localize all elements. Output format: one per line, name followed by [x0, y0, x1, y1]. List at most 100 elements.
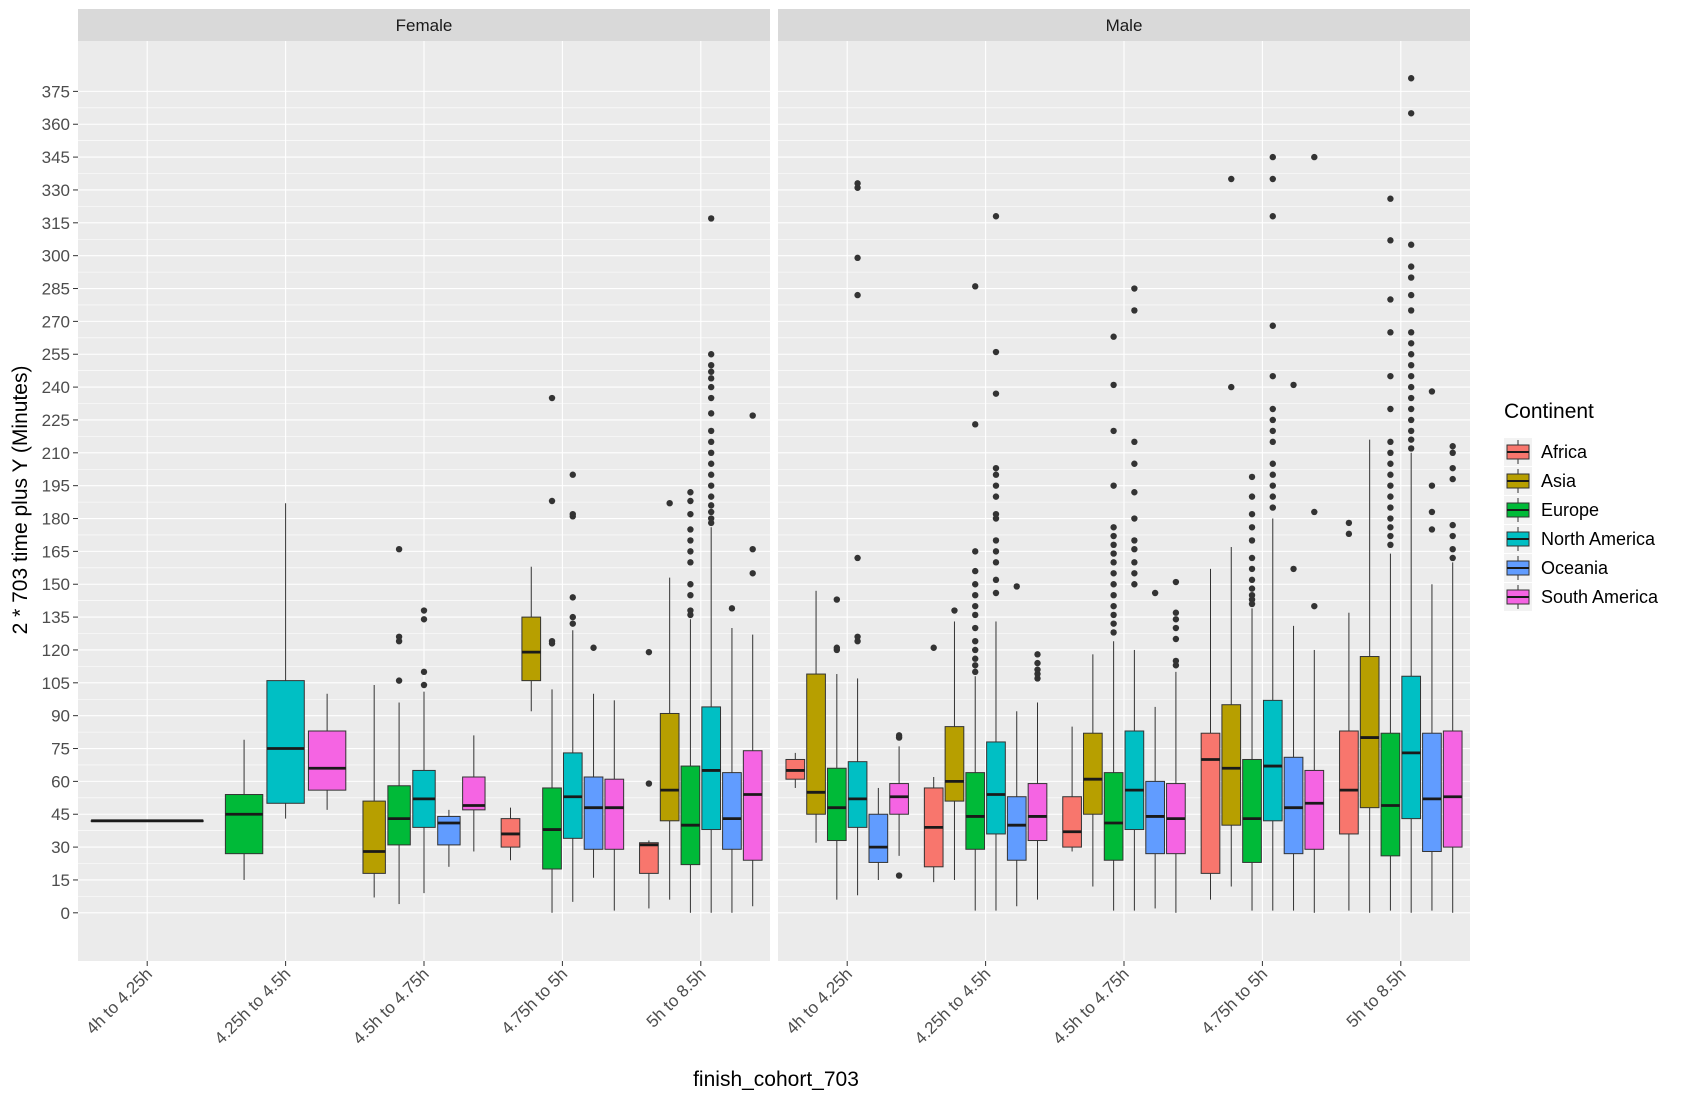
outlier-point: [992, 576, 1000, 584]
outlier-point: [1110, 524, 1117, 531]
outlier-point: [1172, 635, 1180, 643]
outlier-point: [707, 383, 715, 391]
boxplot-oceania: [722, 605, 742, 913]
legend-item-north-america: North America: [1504, 525, 1656, 553]
box: [701, 706, 722, 831]
outlier-point: [707, 394, 715, 402]
outlier-point: [569, 594, 576, 601]
box: [986, 741, 1006, 835]
outlier-point: [972, 611, 979, 619]
boxplot-asia: [521, 566, 542, 712]
outlier-point: [1407, 241, 1415, 248]
outlier-point: [1449, 475, 1456, 483]
outlier-point: [1387, 237, 1394, 244]
boxplot-south-america: [307, 693, 347, 810]
panel-female-boxes: [90, 215, 763, 913]
boxplot-north-america: [701, 215, 722, 913]
boxplot-oceania: [1006, 583, 1027, 907]
strip-male-label: Male: [1106, 16, 1143, 35]
outlier-point: [1387, 504, 1394, 511]
outlier-point: [972, 624, 979, 632]
outlier-point: [707, 215, 715, 222]
box: [965, 772, 986, 850]
y-tick-label: 345: [42, 148, 70, 167]
outlier-point: [707, 410, 715, 417]
outlier-point: [1269, 175, 1276, 183]
outlier-point: [1407, 394, 1415, 402]
outlier-point: [707, 482, 715, 489]
y-tick-label: 285: [42, 280, 70, 299]
outlier-point: [1269, 416, 1276, 424]
outlier-point: [1269, 427, 1276, 435]
outlier-point: [895, 732, 903, 739]
box: [1304, 769, 1325, 850]
outlier-point: [1387, 493, 1394, 500]
outlier-point: [749, 570, 756, 577]
outlier-point: [687, 607, 694, 614]
boxplot-north-america: [1262, 153, 1283, 911]
boxplot-north-america: [266, 503, 305, 819]
outlier-point: [687, 526, 694, 533]
outlier-point: [972, 662, 979, 669]
x-axis-title: finish_cohort_703: [693, 1068, 859, 1091]
y-tick-label: 30: [51, 838, 70, 857]
outlier-point: [1407, 351, 1415, 358]
legend-item-asia: Asia: [1504, 467, 1577, 495]
y-tick-label: 60: [51, 772, 70, 791]
panel-male: Male: [778, 9, 1470, 961]
outlier-point: [1269, 405, 1276, 413]
boxplot-south-america: [742, 412, 763, 907]
box: [583, 776, 604, 850]
outlier-point: [1428, 482, 1436, 489]
outlier-point: [1387, 460, 1394, 467]
outlier-point: [1269, 213, 1276, 220]
outlier-point: [1387, 296, 1394, 303]
outlier-point: [1131, 570, 1138, 577]
outlier-point: [420, 681, 428, 689]
box: [659, 712, 680, 822]
boxplot-africa: [500, 807, 521, 861]
outlier-point: [1228, 383, 1235, 391]
y-tick-label: 180: [42, 510, 70, 529]
boxplot-africa: [1200, 568, 1221, 900]
box: [1283, 756, 1304, 855]
boxplot-south-america: [1027, 651, 1048, 900]
y-tick-label: 270: [42, 312, 70, 331]
outlier-point: [687, 489, 694, 496]
outlier-point: [1034, 670, 1041, 678]
outlier-point: [1131, 489, 1138, 496]
outlier-point: [1269, 438, 1276, 446]
outlier-point: [972, 655, 979, 662]
outlier-point: [1131, 285, 1138, 292]
y-tick-label: 150: [42, 575, 70, 594]
outlier-point: [1269, 482, 1276, 489]
outlier-point: [1387, 515, 1394, 522]
outlier-point: [1345, 519, 1353, 527]
outlier-point: [1172, 616, 1180, 623]
outlier-point: [854, 180, 861, 187]
outlier-point: [569, 613, 576, 621]
boxplot-africa: [639, 648, 659, 909]
outlier-point: [395, 633, 403, 641]
outlier-point: [1269, 372, 1276, 380]
outlier-point: [1228, 175, 1235, 183]
outlier-point: [1269, 504, 1276, 511]
boxplot-oceania: [1145, 589, 1165, 909]
boxplot-south-america: [604, 700, 625, 911]
legend-keys: Africa Asia Europe North America Oceania Sout…: [1504, 438, 1659, 611]
outlier-point: [833, 596, 841, 603]
outlier-point: [1387, 532, 1394, 540]
box: [944, 726, 965, 802]
outlier-point: [992, 589, 1000, 597]
y-tick-label: 15: [51, 871, 70, 890]
outlier-point: [1407, 436, 1415, 443]
outlier-point: [1269, 322, 1276, 329]
outlier-point: [972, 283, 979, 290]
outlier-point: [1407, 383, 1415, 391]
box: [224, 794, 264, 855]
boxplot-europe: [387, 545, 411, 905]
boxplot-europe: [90, 819, 204, 823]
boxplot-asia: [1221, 175, 1242, 887]
legend-label: North America: [1541, 529, 1656, 549]
boxplot-oceania: [437, 809, 461, 867]
